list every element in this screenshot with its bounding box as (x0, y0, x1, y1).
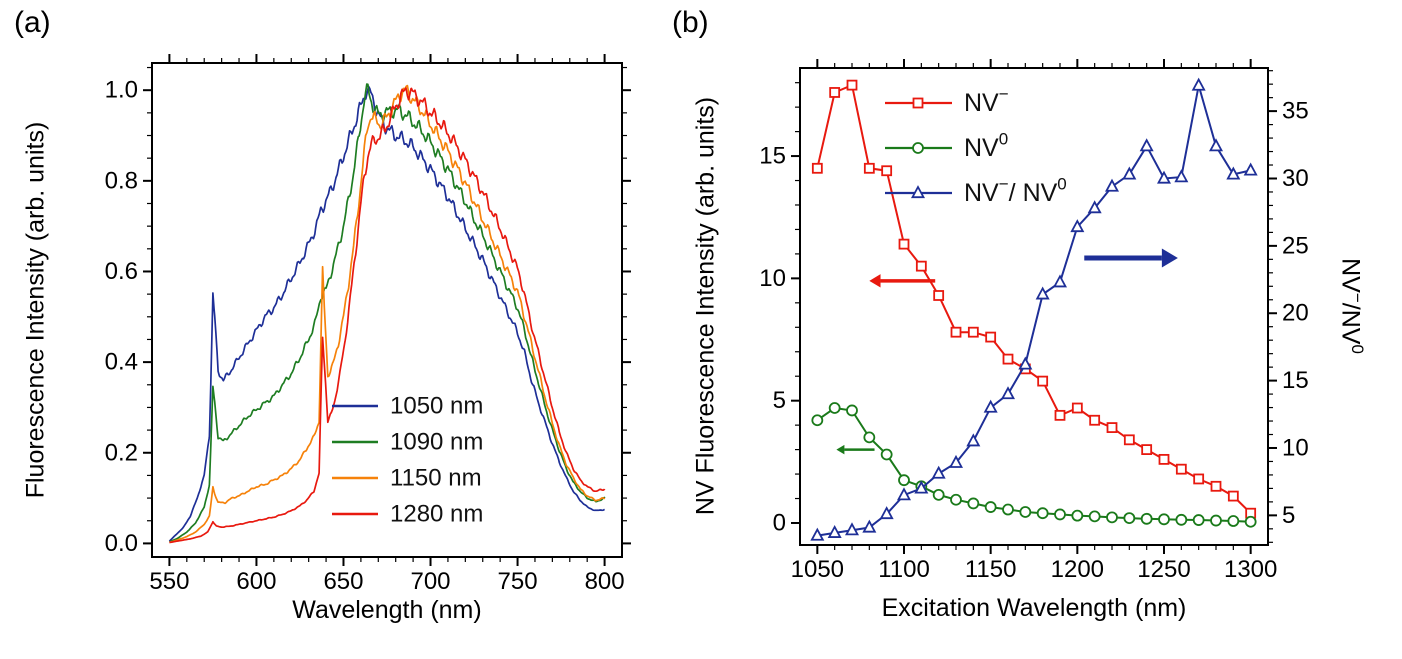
y-minor-ticks-right (1268, 70, 1273, 543)
legend-a-label: 1050 nm (390, 393, 483, 420)
y-major-ticks-left (791, 155, 800, 524)
legend-a-label: 1280 nm (390, 501, 483, 528)
svg-text:0: 0 (773, 509, 786, 536)
y-major-ticks-left (143, 89, 631, 545)
x-minor-ticks (186, 58, 588, 562)
y-minor-ticks-left (795, 82, 800, 500)
panel-a-label: (a) (14, 6, 51, 39)
svg-text:0.2: 0.2 (105, 439, 138, 466)
svg-text:0.0: 0.0 (105, 530, 138, 557)
x-minor-ticks (834, 63, 1234, 550)
x-major-ticks (168, 54, 606, 566)
svg-text:30: 30 (1282, 165, 1309, 192)
svg-text:1300: 1300 (1224, 556, 1277, 583)
legend-b-label: NV0 (964, 129, 1008, 162)
svg-text:800: 800 (585, 568, 625, 595)
axis-arrows (836, 248, 1178, 455)
svg-text:550: 550 (149, 568, 189, 595)
series-markers-circle (811, 402, 1257, 528)
chart-b-canvas: 1050 1100 1150 1200 1250 1300 0 5 10 15 5 10 15 20 25 3… (759, 59, 1309, 583)
svg-text:35: 35 (1282, 98, 1309, 125)
svg-text:25: 25 (1282, 232, 1309, 259)
svg-text:10: 10 (759, 265, 786, 292)
svg-text:1050: 1050 (791, 556, 844, 583)
chart-a: 550 600 650 700 750 800 0.0 0.2 0.4 0.6 0.8 1.0 1050… (105, 54, 631, 595)
svg-text:15: 15 (759, 143, 786, 170)
svg-text:600: 600 (236, 568, 276, 595)
svg-text:700: 700 (410, 568, 450, 595)
svg-text:1200: 1200 (1051, 556, 1104, 583)
svg-text:5: 5 (1282, 502, 1295, 529)
svg-text:20: 20 (1282, 300, 1309, 327)
svg-text:650: 650 (323, 568, 363, 595)
legend-a: 1050 nm 1090 nm 1150 nm 1280 nm (332, 393, 483, 528)
legend-a-label: 1150 nm (390, 465, 482, 492)
chart-b: 1050 1100 1150 1200 1250 1300 0 5 10 15 5 10 15 20 25 3… (759, 59, 1309, 583)
panel-b: (b) 1050 1100 1150 1200 1250 1300 0 5 10 15 5 10 15 2… (660, 0, 1402, 659)
legend-a-label: 1090 nm (390, 429, 483, 456)
svg-text:750: 750 (498, 568, 538, 595)
legend-b: NV− NV0 NV−/ NV0 (885, 84, 1067, 207)
chart-a-ylabel: Fluorescence Intensity (arb. units) (21, 121, 50, 499)
spectra-series (168, 83, 606, 544)
series-line-1090-nm (169, 83, 606, 543)
series-line-1050-nm (168, 85, 606, 542)
svg-text:1100: 1100 (878, 556, 930, 583)
svg-text:1250: 1250 (1137, 556, 1190, 583)
series-line-1280-nm (169, 87, 606, 544)
panel-b-label: (b) (672, 6, 709, 39)
series-markers-triangle (810, 77, 1258, 541)
svg-text:0.8: 0.8 (105, 167, 138, 194)
data-series (810, 77, 1258, 541)
svg-text:0.6: 0.6 (105, 258, 138, 285)
chart-b-xlabel: Excitation Wavelength (nm) (881, 594, 1187, 622)
chart-a-canvas: 550 600 650 700 750 800 0.0 0.2 0.4 0.6 0.8 1.0 1050… (105, 54, 631, 595)
plot-frame (151, 62, 623, 558)
chart-a-xlabel: Wavelength (nm) (292, 596, 482, 624)
x-major-ticks (816, 59, 1252, 554)
svg-text:1150: 1150 (965, 556, 1017, 583)
svg-text:5: 5 (773, 387, 786, 414)
series-markers-square (811, 79, 1257, 519)
y-major-ticks-right (1268, 110, 1277, 517)
legend-b-label: NV− (964, 84, 1009, 117)
legend-b-label: NV−/ NV0 (964, 174, 1067, 207)
chart-b-ylabel-left: NV Fluorescence Intensity (arb. units) (691, 96, 720, 516)
svg-text:1.0: 1.0 (105, 77, 138, 104)
svg-text:0.4: 0.4 (105, 349, 138, 376)
panel-a: (a) 550 600 650 700 750 800 0.0 0.2 0.4 0.6 0.8 1.0… (0, 0, 660, 659)
svg-text:10: 10 (1282, 434, 1309, 461)
y-minor-ticks-left (147, 66, 627, 522)
series-line-1150-nm (169, 84, 606, 544)
chart-b-ylabel-right: NV−/NV0 (1336, 258, 1367, 354)
svg-text:15: 15 (1282, 367, 1309, 394)
plot-frame (799, 67, 1269, 546)
